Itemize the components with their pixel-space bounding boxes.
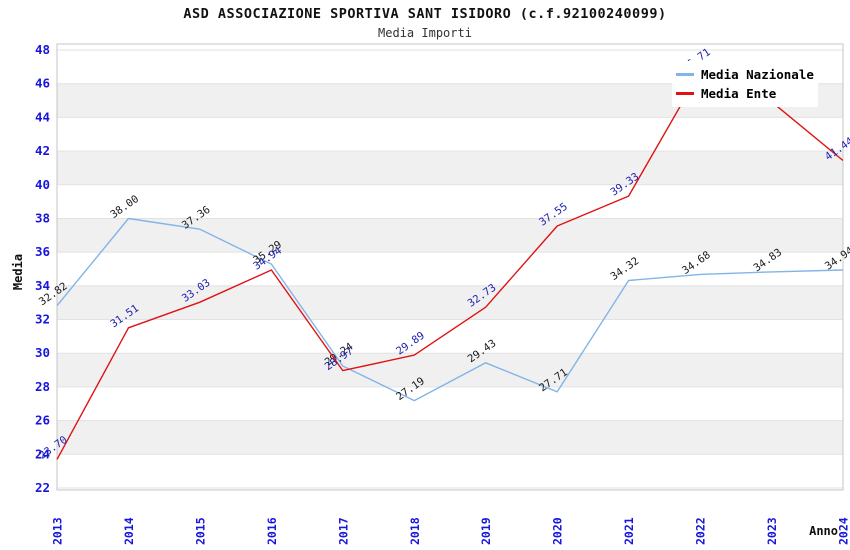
y-tick-label: 38 <box>35 210 50 225</box>
media-ente-line-swatch <box>676 92 694 95</box>
media-nazionale-line-swatch <box>676 73 694 76</box>
x-tick-label: 2017 <box>336 517 350 545</box>
series-line-media-ente <box>56 70 844 460</box>
plot-bands <box>57 83 843 455</box>
chart-legend: Media Nazionale Media Ente <box>672 61 818 107</box>
y-tick-label: 22 <box>35 480 50 495</box>
x-tick-label: 2015 <box>193 517 207 545</box>
chart-title: ASD ASSOCIAZIONE SPORTIVA SANT ISIDORO (… <box>183 6 667 22</box>
band <box>57 151 843 185</box>
x-tick-label: 2018 <box>408 517 422 545</box>
legend-item-media-nazionale: Media Nazionale <box>676 65 818 84</box>
y-tick-label: 36 <box>35 244 50 259</box>
y-tick-label: 30 <box>35 345 50 360</box>
x-tick-label: 2024 <box>837 517 850 545</box>
x-tick-label: 2023 <box>765 517 779 545</box>
plot-border <box>56 43 844 491</box>
y-tick-label: 44 <box>35 109 50 124</box>
y-tick-label: 42 <box>35 143 50 158</box>
band <box>57 218 843 253</box>
x-tick-label: 2020 <box>551 517 565 545</box>
y-tick-label: 26 <box>35 413 50 428</box>
x-tick-label: 2014 <box>122 517 136 545</box>
legend-item-media-ente: Media Ente <box>676 84 818 103</box>
y-axis-label: Media <box>11 254 25 290</box>
y-axis: 48 46 44 42 40 38 36 34 32 30 28 26 24 22 Media <box>11 42 50 495</box>
data-label-media-nazionale: 38.00 <box>108 193 141 221</box>
data-label-media-nazionale: 34.68 <box>680 249 713 277</box>
x-tick-label: 2019 <box>479 517 493 545</box>
x-tick-label: 2022 <box>694 517 708 545</box>
y-tick-label: 48 <box>35 42 50 57</box>
y-tick-label: 28 <box>35 379 50 394</box>
data-label-media-nazionale: 34.32 <box>609 255 642 283</box>
x-tick-label: 2013 <box>51 517 65 545</box>
x-axis-label: Anno <box>809 524 838 538</box>
y-tick-label: 24 <box>35 446 50 461</box>
legend-label: Media Ente <box>701 86 777 101</box>
x-axis: 2013 2014 2015 2016 2017 2018 2019 2020 2021 2022… <box>51 517 850 545</box>
series-line-media-nazionale <box>56 217 844 402</box>
band <box>57 285 843 320</box>
x-tick-label: 2021 <box>622 517 636 545</box>
legend-label: Media Nazionale <box>701 67 814 82</box>
y-tick-label: 32 <box>35 312 50 327</box>
y-tick-label: 40 <box>35 177 50 192</box>
chart-subtitle: Media Importi <box>378 26 472 40</box>
y-tick-label: 34 <box>35 278 50 293</box>
band <box>57 420 843 455</box>
x-tick-label: 2016 <box>265 517 279 545</box>
y-tick-label: 46 <box>35 76 50 91</box>
